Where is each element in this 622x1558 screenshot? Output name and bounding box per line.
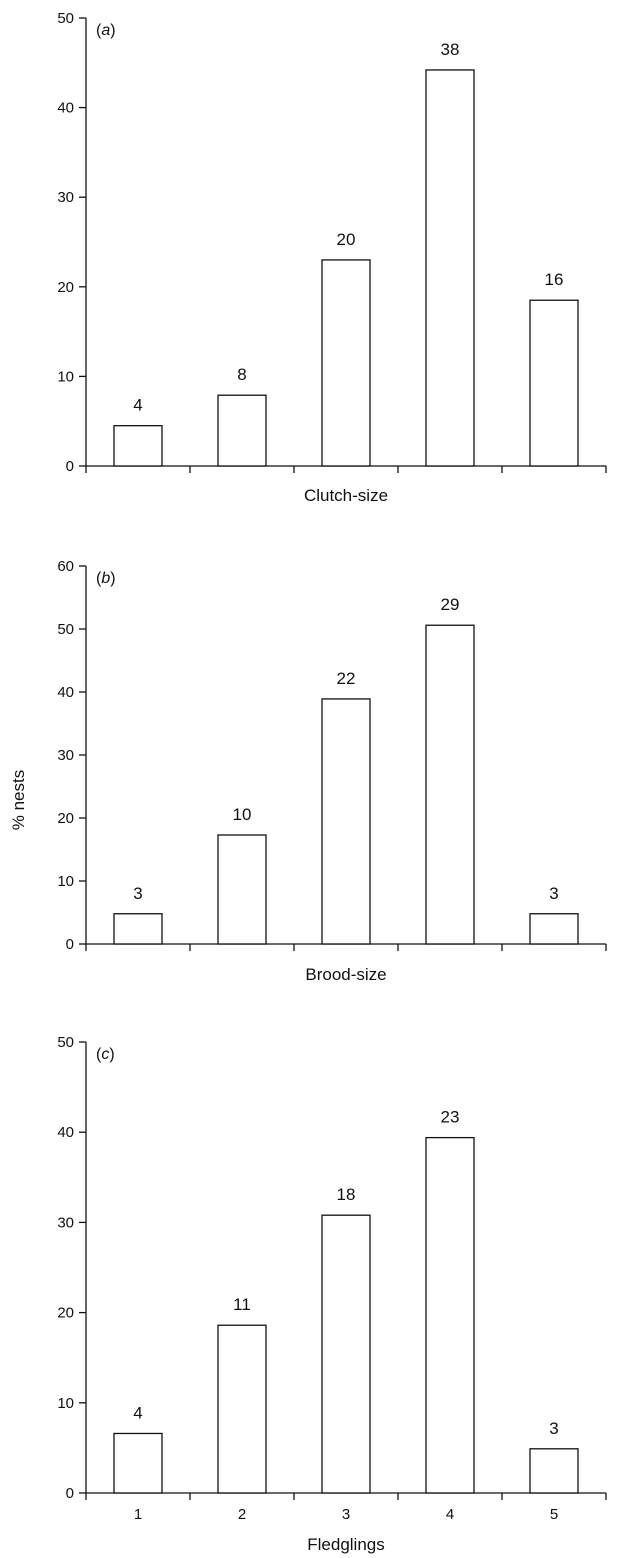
bar-2 [217, 1324, 267, 1494]
y-tick-label: 0 [66, 458, 74, 475]
bar-label: 4 [133, 1403, 142, 1422]
panel-a: 0 10 20 30 40 50 4 8 20 38 16 (a) Clutch-size [57, 10, 607, 505]
bar-label: 10 [233, 805, 252, 824]
y-tick-label: 0 [66, 936, 74, 953]
bar-label: 4 [133, 396, 142, 415]
x-axis-title: Clutch-size [304, 486, 388, 505]
y-tick-label: 20 [57, 279, 74, 296]
bar-label: 22 [337, 669, 356, 688]
panel-label: (b) [96, 570, 116, 587]
bar-3 [321, 698, 371, 945]
y-tick-label: 0 [66, 1485, 74, 1502]
bar-label: 23 [441, 1108, 460, 1127]
y-tick-label: 20 [57, 1305, 74, 1322]
y-tick-label: 30 [57, 1214, 74, 1231]
bar-5 [529, 299, 579, 467]
y-tick-label: 50 [57, 1034, 74, 1051]
y-tick-label: 10 [57, 873, 74, 890]
bar-4 [425, 69, 475, 467]
bar-2 [217, 834, 267, 945]
bar-label: 11 [233, 1295, 251, 1314]
x-tick-label: 2 [238, 1506, 246, 1523]
x-axis-title: Brood-size [305, 965, 386, 984]
bar-1 [113, 425, 163, 467]
bar-label: 16 [545, 270, 564, 289]
y-tick-label: 40 [57, 684, 74, 701]
panel-label: (a) [96, 22, 116, 39]
x-tick-label: 4 [446, 1506, 454, 1523]
panel-b: 0 10 20 30 40 50 60 3 10 22 29 3 (b) Brood-size [57, 558, 607, 984]
bar-3 [321, 259, 371, 467]
bar-1 [113, 1432, 163, 1494]
y-tick-label: 40 [57, 100, 74, 117]
bar-3 [321, 1214, 371, 1494]
x-tick-label: 5 [550, 1506, 558, 1523]
bar-4 [425, 624, 475, 945]
y-tick-label: 30 [57, 189, 74, 206]
y-tick-label: 40 [57, 1124, 74, 1141]
y-tick-label: 50 [57, 10, 74, 27]
x-tick-label: 3 [342, 1506, 350, 1523]
bar-label: 18 [337, 1185, 356, 1204]
bar-label: 29 [441, 595, 460, 614]
y-tick-label: 60 [57, 558, 74, 575]
panel-label: (c) [96, 1046, 115, 1063]
y-tick-label: 30 [57, 747, 74, 764]
bar-2 [217, 394, 267, 467]
x-tick-label: 1 [134, 1506, 142, 1523]
y-tick-label: 10 [57, 368, 74, 385]
bar-label: 3 [133, 884, 142, 903]
bar-label: 8 [237, 365, 246, 384]
bar-label: 3 [549, 1419, 558, 1438]
y-axis-title: % nests [9, 770, 28, 830]
x-axis-title: Fledglings [307, 1535, 385, 1554]
bar-5 [529, 1448, 579, 1494]
y-tick-label: 10 [57, 1395, 74, 1412]
bar-1 [113, 913, 163, 945]
bar-label: 38 [441, 40, 460, 59]
bar-label: 3 [549, 884, 558, 903]
y-tick-label: 50 [57, 621, 74, 638]
y-tick-label: 20 [57, 810, 74, 827]
bar-label: 20 [337, 230, 356, 249]
bar-4 [425, 1136, 475, 1494]
bar-5 [529, 913, 579, 945]
